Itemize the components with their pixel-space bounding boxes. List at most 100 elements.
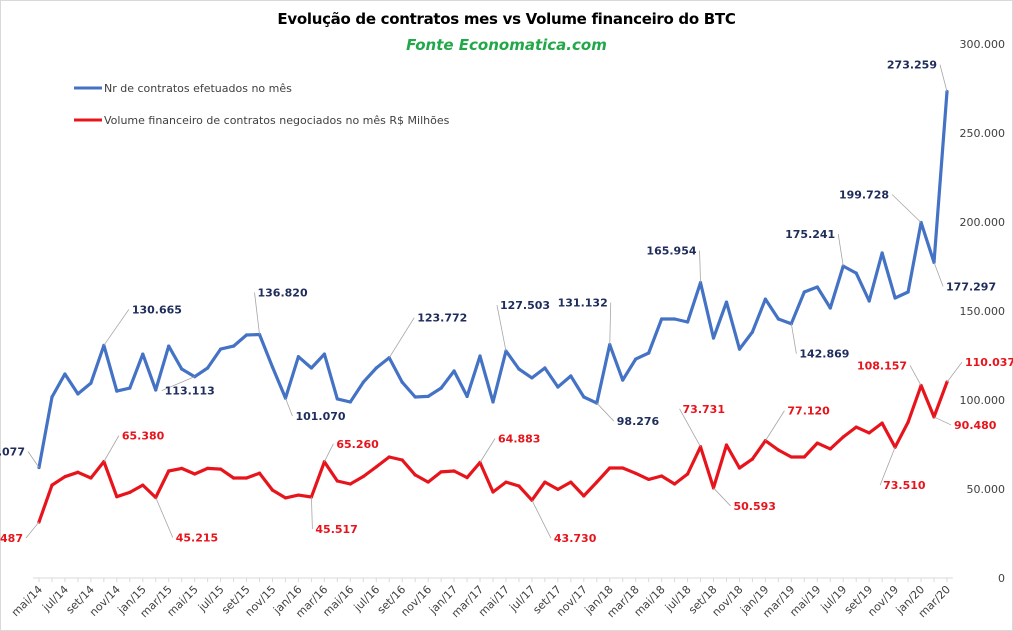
data-point: [154, 388, 158, 392]
data-point: [543, 366, 547, 370]
data-point: [180, 466, 184, 470]
data-point: [854, 425, 858, 429]
leader-line: [103, 435, 120, 462]
data-point: [180, 367, 184, 371]
data-point: [244, 476, 249, 480]
data-point: [776, 448, 780, 452]
leader-line: [609, 302, 612, 345]
data-label: 45.215: [176, 532, 218, 545]
label-leader-lines: [25, 64, 963, 539]
data-label: 131.132: [558, 297, 608, 310]
data-label: 108.157: [857, 359, 907, 372]
data-point: [685, 320, 690, 324]
data-point: [193, 472, 197, 476]
data-point: [439, 470, 443, 474]
data-point: [244, 333, 249, 337]
data-point: [206, 366, 210, 370]
data-label: 177.297: [946, 280, 996, 293]
chart-subtitle: Fonte Economatica.com: [406, 36, 607, 54]
data-label: 65.260: [336, 438, 379, 451]
data-point: [128, 490, 132, 494]
data-point: [608, 466, 612, 470]
data-point: [582, 494, 586, 498]
data-label: 127.503: [500, 299, 550, 312]
data-point: [76, 470, 80, 474]
data-label: 43.730: [554, 532, 597, 545]
data-point: [63, 372, 67, 376]
data-point: [841, 264, 845, 268]
data-point: [750, 457, 755, 461]
data-point: [789, 455, 793, 459]
series-lines: [37, 89, 949, 524]
data-point: [89, 381, 93, 385]
data-point: [270, 488, 275, 492]
data-point: [257, 471, 262, 475]
data-point: [115, 495, 119, 499]
data-point: [828, 447, 832, 451]
data-point: [478, 354, 482, 358]
data-point: [270, 365, 275, 369]
data-point: [206, 466, 210, 470]
data-point: [141, 483, 145, 487]
data-label: 98.276: [617, 415, 660, 428]
leader-line: [254, 292, 260, 335]
leader-line: [596, 402, 615, 422]
data-point: [335, 397, 339, 401]
data-point: [569, 480, 573, 484]
data-label: 73.510: [883, 479, 926, 492]
data-label: 130.665: [132, 303, 182, 316]
data-point: [711, 336, 716, 340]
legend-entry: Volume financeiro de contratos negociado…: [104, 114, 450, 127]
data-label: 50.593: [734, 500, 776, 513]
data-point: [283, 496, 288, 500]
leader-line: [25, 521, 40, 539]
data-label: 77.120: [787, 405, 830, 418]
data-point: [906, 420, 910, 424]
data-point: [724, 300, 729, 304]
data-point: [504, 480, 508, 484]
data-point: [465, 476, 469, 480]
data-point: [50, 395, 54, 399]
data-point: [465, 394, 469, 399]
data-point: [634, 357, 638, 361]
leader-line: [324, 443, 334, 463]
data-point: [724, 443, 729, 447]
data-point: [660, 474, 664, 478]
data-point: [219, 347, 223, 351]
data-point: [89, 476, 93, 480]
data-label: 199.728: [839, 188, 889, 201]
data-point: [673, 482, 677, 486]
data-point: [893, 296, 897, 300]
data-point: [452, 369, 456, 373]
data-point: [621, 378, 625, 382]
data-label: 175.241: [785, 228, 835, 241]
leader-line: [933, 416, 952, 426]
data-point: [582, 395, 586, 399]
data-point: [361, 380, 365, 384]
data-label: 73.731: [683, 403, 725, 416]
leader-line: [496, 304, 507, 352]
data-label: 45.517: [315, 523, 357, 536]
data-point: [387, 455, 391, 459]
leader-line: [765, 410, 785, 441]
data-point: [141, 352, 145, 356]
data-point: [647, 351, 651, 355]
data-point: [647, 477, 651, 481]
leader-line: [933, 262, 944, 287]
data-point: [400, 458, 404, 462]
data-point: [854, 271, 858, 275]
data-point: [880, 251, 884, 255]
data-label: 142.869: [799, 348, 849, 361]
data-point: [413, 473, 417, 477]
data-point: [543, 480, 547, 484]
leader-line: [103, 309, 130, 346]
data-point: [556, 487, 560, 491]
data-point: [296, 493, 301, 497]
data-label: 90.480: [954, 419, 997, 432]
data-point: [50, 483, 54, 487]
y-tick-label: 200.000: [960, 216, 1006, 229]
data-point: [491, 490, 495, 494]
data-point: [231, 344, 236, 348]
legend-entry: Nr de contratos efetuados no mês: [104, 82, 292, 95]
